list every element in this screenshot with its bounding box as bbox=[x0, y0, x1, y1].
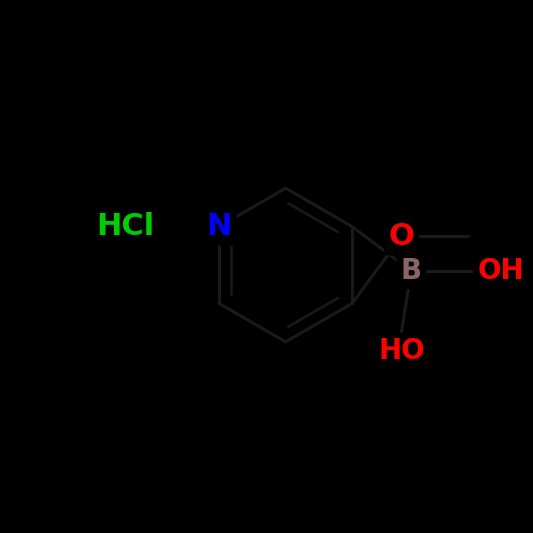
Text: B: B bbox=[401, 257, 422, 285]
Text: O: O bbox=[389, 222, 414, 251]
Text: HO: HO bbox=[378, 337, 425, 365]
Text: N: N bbox=[206, 212, 232, 241]
Text: HCl: HCl bbox=[96, 212, 155, 241]
Text: OH: OH bbox=[477, 257, 524, 285]
